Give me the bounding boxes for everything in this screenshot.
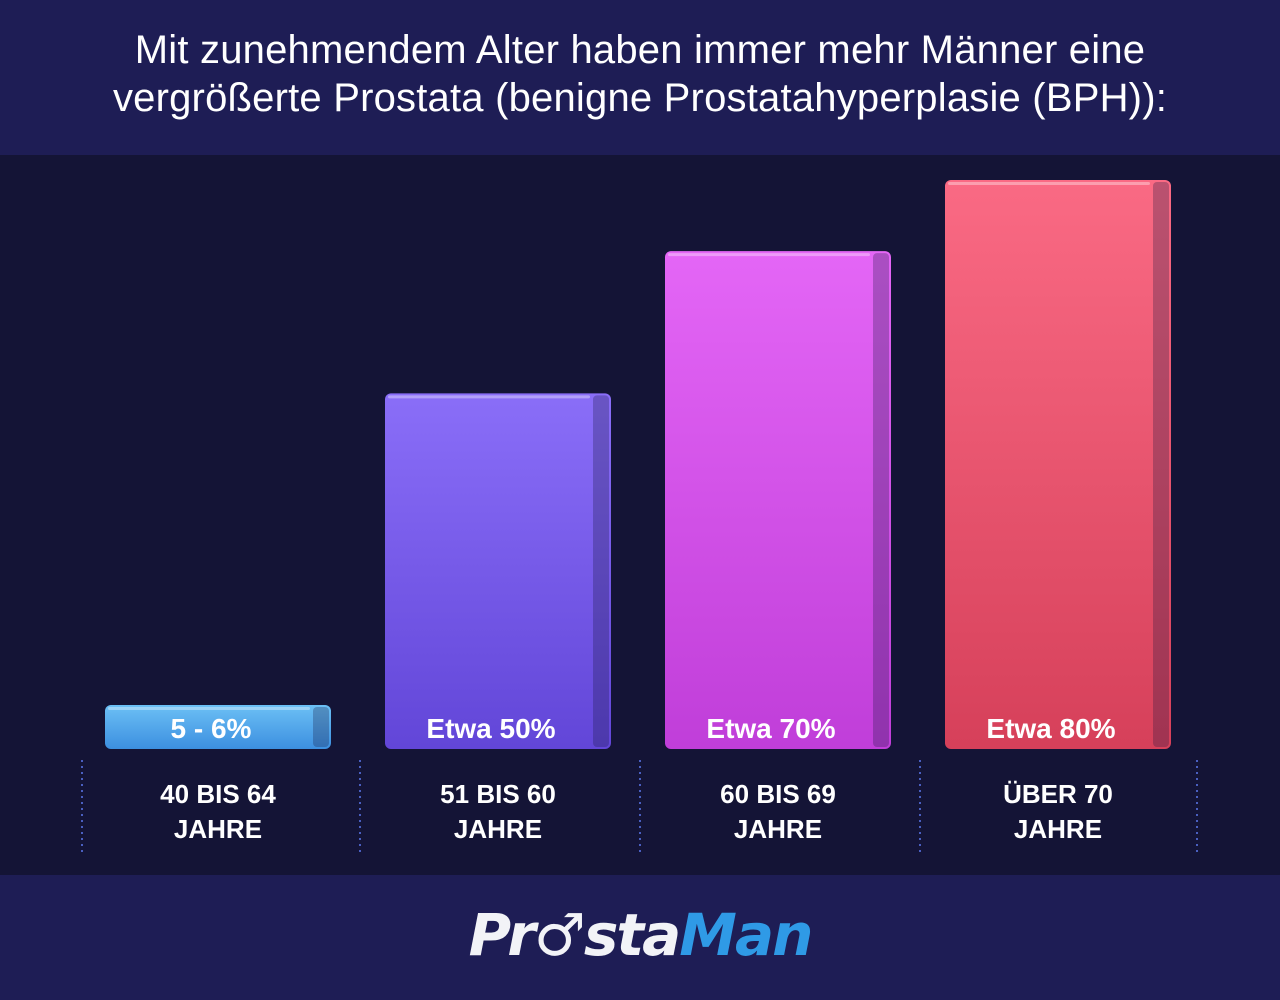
male-symbol-icon: ♂ <box>533 900 586 969</box>
title-line-1: Mit zunehmendem Alter haben immer mehr M… <box>134 27 1146 72</box>
category-label-2-line-2: JAHRE <box>454 814 542 844</box>
category-label-3-line-1: 60 BIS 69 <box>720 779 836 809</box>
data-label-3: Etwa 70% <box>706 713 835 744</box>
bar-side-shade <box>593 395 609 747</box>
prostaman-logo: Pr♂staMan <box>469 906 814 964</box>
bar-highlight <box>108 707 310 710</box>
bar-group-4: Etwa 80% ÜBER 70 JAHRE <box>945 180 1171 844</box>
footer: Pr♂staMan <box>0 875 1280 1000</box>
bar-side-shade <box>1153 182 1169 747</box>
category-label-1-line-1: 40 BIS 64 <box>160 779 276 809</box>
bar-group-3: Etwa 70% 60 BIS 69 JAHRE <box>665 251 891 844</box>
bar-4 <box>945 180 1171 749</box>
header: Mit zunehmendem Alter haben immer mehr M… <box>0 0 1280 155</box>
bar-highlight <box>388 395 590 399</box>
bar-chart: 5 - 6% 40 BIS 64 JAHRE Etwa 50% 51 BIS 60 JAH… <box>81 180 1198 855</box>
bar-group-2: Etwa 50% 51 BIS 60 JAHRE <box>385 393 611 844</box>
bar-highlight <box>948 182 1150 185</box>
logo-text-prosta: Pr♂sta <box>468 900 682 969</box>
category-label-3-line-2: JAHRE <box>734 814 822 844</box>
logo-text-man: Man <box>679 900 813 969</box>
bar-side-shade <box>313 707 329 747</box>
bar-1 <box>105 705 331 749</box>
bar-highlight <box>668 253 870 257</box>
data-label-2: Etwa 50% <box>426 713 555 744</box>
category-label-1-line-2: JAHRE <box>174 814 262 844</box>
bar-side-shade <box>873 253 889 747</box>
bar-group-1: 5 - 6% 40 BIS 64 JAHRE <box>105 705 331 844</box>
bar-3 <box>665 251 891 749</box>
data-label-4: Etwa 80% <box>986 713 1115 744</box>
bar-2 <box>385 393 611 749</box>
category-label-4-line-2: JAHRE <box>1014 814 1102 844</box>
chart-title: Mit zunehmendem Alter haben immer mehr M… <box>40 26 1240 122</box>
chart-area: 5 - 6% 40 BIS 64 JAHRE Etwa 50% 51 BIS 60 JAH… <box>0 155 1280 875</box>
category-label-2-line-1: 51 BIS 60 <box>440 779 556 809</box>
category-label-4-line-1: ÜBER 70 <box>1003 779 1113 809</box>
title-line-2: vergrößerte Prostata (benigne Prostatahy… <box>112 75 1168 120</box>
data-label-1: 5 - 6% <box>171 713 252 744</box>
